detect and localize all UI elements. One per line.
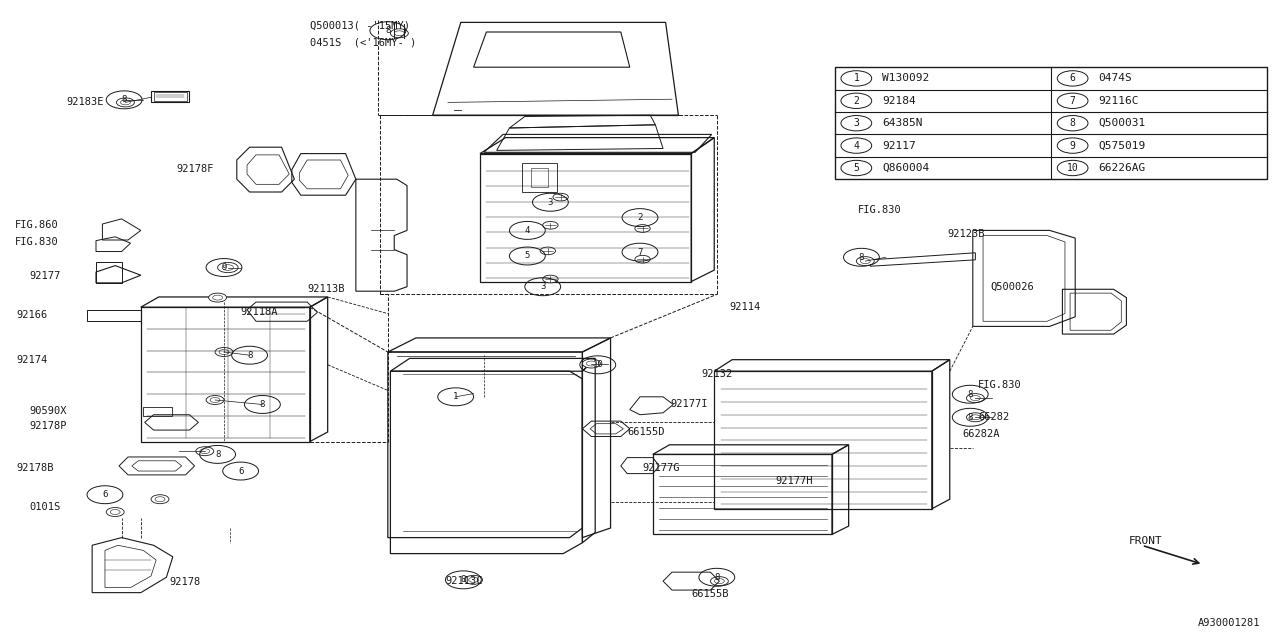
Text: 6: 6 [238,467,243,476]
Circle shape [206,396,224,404]
Text: Q500031: Q500031 [1098,118,1146,128]
Text: 2: 2 [637,213,643,222]
Text: 90590X: 90590X [29,406,67,416]
Text: 8: 8 [714,573,719,582]
Text: 8: 8 [1070,118,1075,128]
Text: 66282: 66282 [978,412,1009,422]
Text: 66226AG: 66226AG [1098,163,1146,173]
Text: 8: 8 [385,26,390,35]
Text: FIG.830: FIG.830 [15,237,59,247]
Text: 0474S: 0474S [1098,74,1132,83]
Circle shape [215,348,233,356]
Circle shape [209,293,227,302]
Circle shape [635,255,650,263]
Text: 66155B: 66155B [691,589,728,599]
Text: 92123B: 92123B [947,229,984,239]
Text: 92166: 92166 [17,310,47,320]
Text: 92184: 92184 [882,96,915,106]
Text: 6: 6 [102,490,108,499]
Text: 8: 8 [859,253,864,262]
Text: 9: 9 [221,263,227,272]
Text: 92118A: 92118A [241,307,278,317]
Text: FRONT: FRONT [1129,536,1162,546]
Text: 8: 8 [968,413,973,422]
Circle shape [582,359,600,368]
Text: 92178B: 92178B [17,463,54,474]
Text: 3: 3 [548,198,553,207]
Text: 9: 9 [1070,141,1075,150]
Text: 92114: 92114 [730,302,760,312]
Text: 1: 1 [453,392,458,401]
Text: 92113C: 92113C [445,576,483,586]
Text: 4: 4 [854,141,859,150]
Text: 1: 1 [854,74,859,83]
Circle shape [856,257,874,266]
Text: 6: 6 [1070,74,1075,83]
Text: 92178P: 92178P [29,421,67,431]
Text: 92177I: 92177I [671,399,708,410]
Circle shape [218,262,238,273]
Text: 5: 5 [525,252,530,260]
Text: 8: 8 [215,450,220,459]
Circle shape [543,221,558,229]
Text: 92132: 92132 [701,369,732,380]
Text: Q500013( -'15MY): Q500013( -'15MY) [310,20,410,31]
Text: 0101S: 0101S [29,502,60,512]
Text: 92178: 92178 [169,577,200,588]
Text: 0451S  (<'16MY- ): 0451S (<'16MY- ) [310,37,416,47]
Text: 92116C: 92116C [1098,96,1139,106]
Text: 92177H: 92177H [776,476,813,486]
Text: 66155D: 66155D [627,427,664,437]
Text: 92117: 92117 [882,141,915,150]
Text: 92177: 92177 [29,271,60,282]
Text: 7: 7 [1070,96,1075,106]
Text: 10: 10 [1066,163,1079,173]
Text: 10: 10 [593,360,603,369]
Text: 92113B: 92113B [307,284,344,294]
Text: FIG.830: FIG.830 [858,205,901,215]
Circle shape [543,275,558,283]
Text: 92183E: 92183E [67,97,104,108]
Text: 8: 8 [247,351,252,360]
Circle shape [540,247,556,255]
Circle shape [710,577,728,586]
Text: 92177G: 92177G [643,463,680,474]
Text: 2: 2 [854,96,859,106]
Circle shape [151,495,169,504]
Text: 92174: 92174 [17,355,47,365]
Text: 66282A: 66282A [963,429,1000,439]
Circle shape [390,29,408,38]
Text: 92178F: 92178F [177,164,214,174]
Text: Q500026: Q500026 [991,282,1034,292]
Circle shape [106,508,124,516]
Text: 5: 5 [854,163,859,173]
Circle shape [196,447,214,456]
Text: 4: 4 [525,226,530,235]
Text: 8: 8 [260,400,265,409]
Text: A930001281: A930001281 [1198,618,1261,628]
Text: Q860004: Q860004 [882,163,929,173]
Text: FIG.860: FIG.860 [15,220,59,230]
Text: W130092: W130092 [882,74,929,83]
Text: 64385N: 64385N [882,118,923,128]
Circle shape [966,394,984,403]
Text: FIG.830: FIG.830 [978,380,1021,390]
Text: 8: 8 [461,575,466,584]
Text: 8: 8 [122,95,127,104]
Circle shape [966,413,984,422]
Text: 3: 3 [854,118,859,128]
Text: 7: 7 [637,248,643,257]
Text: 3: 3 [540,282,545,291]
Circle shape [465,575,483,584]
Text: Q575019: Q575019 [1098,141,1146,150]
Circle shape [635,225,650,232]
Circle shape [116,98,134,107]
Circle shape [553,193,568,201]
Text: 8: 8 [968,390,973,399]
